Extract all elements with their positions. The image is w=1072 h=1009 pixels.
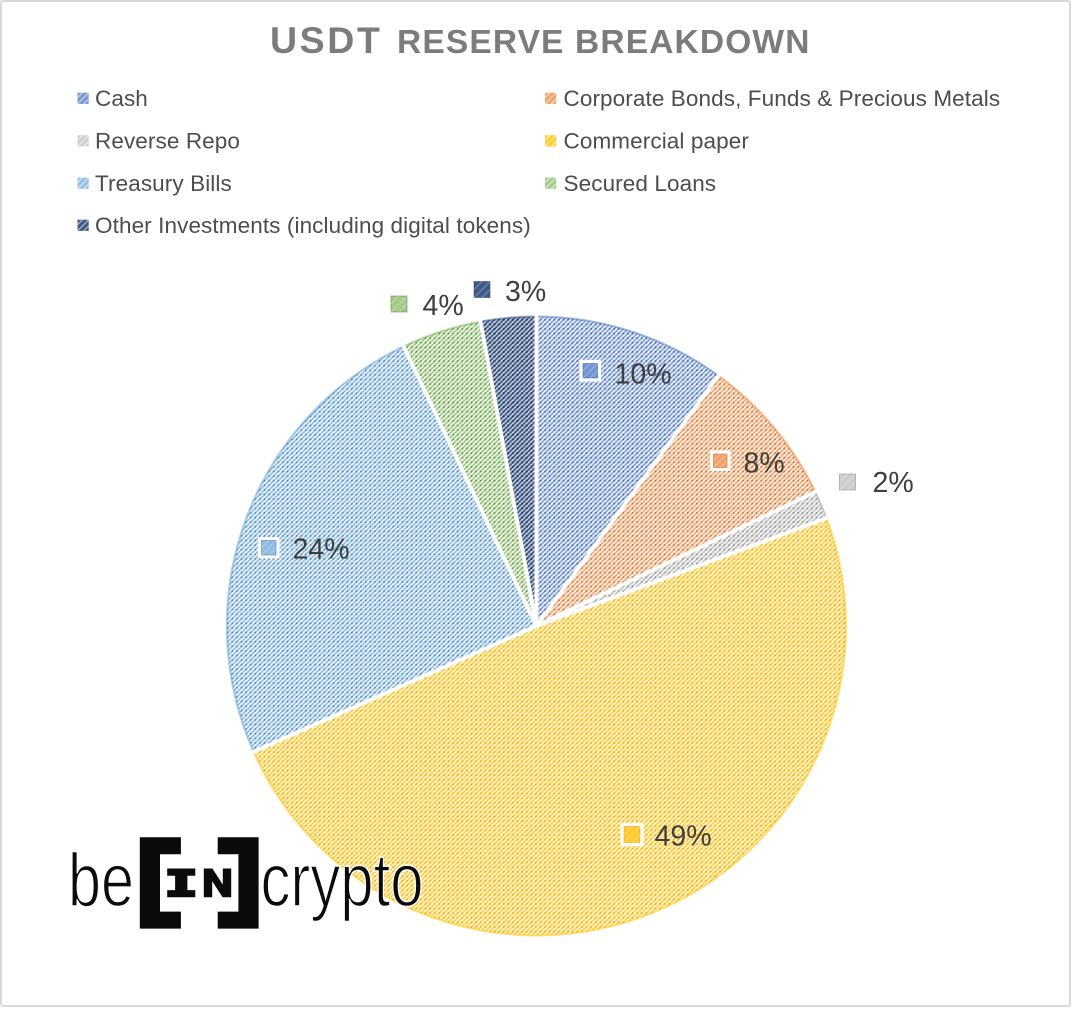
svg-text:4%: 4% (423, 290, 464, 322)
svg-text:Reverse Repo: Reverse Repo (95, 129, 240, 154)
svg-text:Secured Loans: Secured Loans (564, 171, 717, 196)
svg-text:49%: 49% (655, 821, 712, 853)
svg-text:be: be (68, 838, 134, 922)
svg-text:8%: 8% (744, 448, 785, 480)
svg-text:10%: 10% (615, 359, 672, 391)
svg-text:Cash: Cash (95, 86, 148, 111)
svg-text:3%: 3% (505, 276, 546, 308)
svg-text:RESERVE BREAKDOWN: RESERVE BREAKDOWN (397, 24, 811, 61)
svg-text:crypto: crypto (261, 838, 424, 922)
svg-text:Commercial paper: Commercial paper (564, 129, 750, 154)
svg-text:2%: 2% (873, 467, 914, 499)
svg-text:Other Investments (including d: Other Investments (including digital tok… (95, 213, 531, 238)
svg-text:USDT: USDT (270, 19, 382, 61)
svg-text:Corporate Bonds, Funds & Preci: Corporate Bonds, Funds & Precious Metals (564, 86, 1001, 111)
svg-text:24%: 24% (293, 534, 350, 566)
svg-text:Treasury Bills: Treasury Bills (95, 171, 232, 196)
svg-text:be: be (68, 838, 134, 922)
svg-text:crypto: crypto (261, 838, 424, 922)
